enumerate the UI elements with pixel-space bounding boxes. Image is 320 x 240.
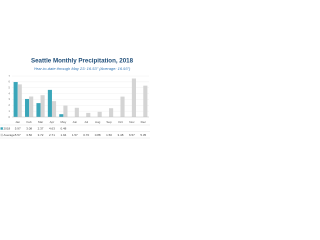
bar xyxy=(97,111,102,117)
chart-title: Seattle Monthly Precipitation, 2018 xyxy=(31,58,134,65)
y-tick-label: 5 xyxy=(8,86,10,90)
x-tick-label: Jun xyxy=(72,120,77,124)
table-value: 5.35 xyxy=(140,133,146,137)
x-tick-label: Oct xyxy=(118,120,123,124)
table-value: 6.57 xyxy=(129,133,135,137)
bar xyxy=(25,98,30,117)
table-value: 3.50 xyxy=(26,133,32,137)
bar xyxy=(17,84,22,117)
x-tick-label: Sep xyxy=(106,120,112,124)
table-value: 3.08 xyxy=(26,126,32,130)
x-tick-label: Mar xyxy=(38,120,43,124)
table-value: 0.70 xyxy=(83,133,89,137)
background xyxy=(0,0,150,150)
legend-swatch xyxy=(0,127,3,130)
table-value: 1.94 xyxy=(60,133,66,137)
bar xyxy=(131,78,136,117)
bar xyxy=(59,114,64,117)
table-value: 4.63 xyxy=(49,126,55,130)
bar xyxy=(29,96,34,117)
y-tick-label: 6 xyxy=(8,80,10,84)
y-tick-label: 4 xyxy=(8,91,10,95)
bar xyxy=(109,108,114,117)
bar xyxy=(74,107,79,117)
table-value: 1.50 xyxy=(106,133,112,137)
x-tick-label: Jul xyxy=(84,120,88,124)
y-tick-label: 3 xyxy=(8,97,10,101)
bar xyxy=(40,95,45,117)
y-tick-label: 1 xyxy=(8,109,10,113)
table-value: 5.57 xyxy=(15,133,21,137)
x-tick-label: May xyxy=(61,120,67,124)
y-tick-label: 0 xyxy=(8,115,10,119)
chart: Seattle Monthly Precipitation, 2018 Year… xyxy=(0,0,150,150)
x-tick-label: Dec xyxy=(141,120,147,124)
x-tick-label: Jan xyxy=(15,120,20,124)
table-value: 2.37 xyxy=(38,126,44,130)
table-value: 2.71 xyxy=(49,133,55,137)
y-tick-label: 7 xyxy=(8,74,10,78)
table-value: 1.57 xyxy=(72,133,78,137)
x-tick-label: Nov xyxy=(129,120,135,124)
bar xyxy=(36,103,41,117)
legend-label: Average xyxy=(4,133,15,137)
bar xyxy=(51,101,57,117)
bar xyxy=(120,96,125,117)
x-tick-label: Aug xyxy=(95,120,101,124)
table-value: 3.48 xyxy=(118,133,124,137)
x-tick-label: Apr xyxy=(50,120,55,124)
table-value: 0.88 xyxy=(95,133,101,137)
legend-label: 2018 xyxy=(4,126,11,130)
legend-swatch xyxy=(0,133,3,137)
table-value: 3.72 xyxy=(38,133,44,137)
y-tick-label: 2 xyxy=(8,103,10,107)
bar xyxy=(143,85,148,117)
table-value: 5.97 xyxy=(15,126,21,130)
bar xyxy=(13,82,18,117)
bar xyxy=(63,105,68,117)
bar xyxy=(86,112,91,117)
x-tick-label: Feb xyxy=(27,120,33,124)
chart-subtitle: Year-to-date through May 23: 16.53" (Ave… xyxy=(34,66,131,71)
bar xyxy=(47,89,52,117)
table-value: 0.48 xyxy=(60,126,66,130)
